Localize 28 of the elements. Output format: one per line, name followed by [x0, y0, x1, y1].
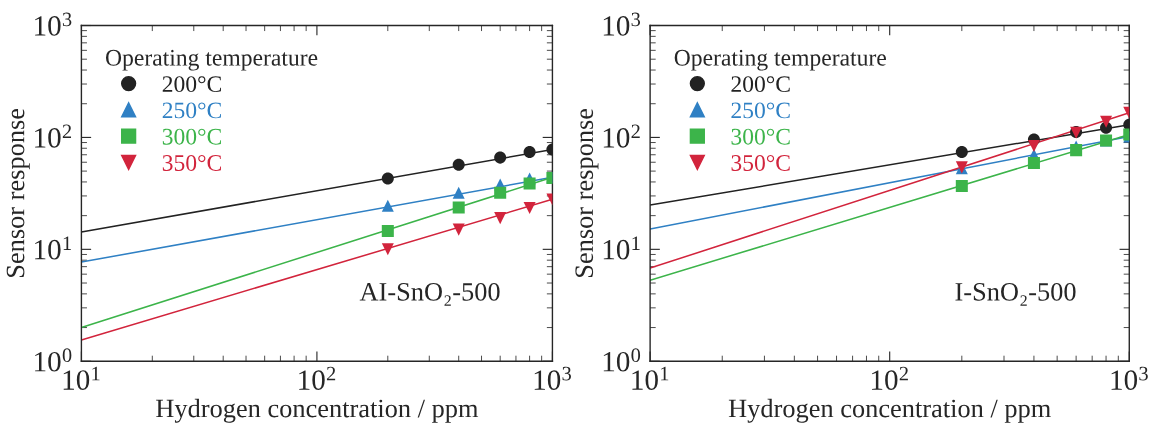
y-tick-label: 10$^{2}$: [603, 124, 640, 148]
y-tick-label: 10$^{3}$: [35, 12, 72, 36]
y-tick-label: 10$^{1}$: [35, 236, 71, 260]
y-axis-title: Sensor response: [6, 108, 30, 277]
x-tick-label: 10$^{1}$: [632, 366, 669, 390]
annotation: AI-SnO₂-500: [359, 282, 500, 306]
y-axis-title: Sensor response: [575, 108, 599, 277]
x-tick-label: 10$^{1}$: [63, 366, 100, 390]
legend-label: 250°C: [731, 102, 790, 119]
y-tick-label: 10$^{2}$: [35, 124, 72, 148]
x-tick-label: 10$^{2}$: [871, 366, 908, 390]
legend-label: 200°C: [162, 76, 221, 93]
legend-label: 300°C: [162, 128, 221, 145]
x-axis-title: Hydrogen concentration / ppm: [728, 398, 1051, 423]
legend-label: 250°C: [162, 102, 221, 119]
y-tick-label: 10$^{3}$: [603, 12, 641, 36]
legend-label: 350°C: [162, 154, 221, 171]
legend-title: Operating temperature: [674, 49, 886, 71]
x-axis-title: Hydrogen concentration / ppm: [156, 398, 479, 423]
legend-label: 300°C: [731, 128, 790, 145]
x-tick-label: 10$^{2}$: [299, 366, 336, 390]
y-tick-label: 10$^{1}$: [603, 236, 640, 260]
x-tick-label: 10$^{3}$: [1111, 366, 1148, 390]
legend-title: Operating temperature: [105, 49, 318, 71]
legend-label: 200°C: [731, 76, 790, 93]
legend-label: 350°C: [731, 154, 790, 171]
annotation: I-SnO₂-500: [955, 282, 1076, 306]
x-tick-label: 10$^{3}$: [534, 366, 571, 390]
